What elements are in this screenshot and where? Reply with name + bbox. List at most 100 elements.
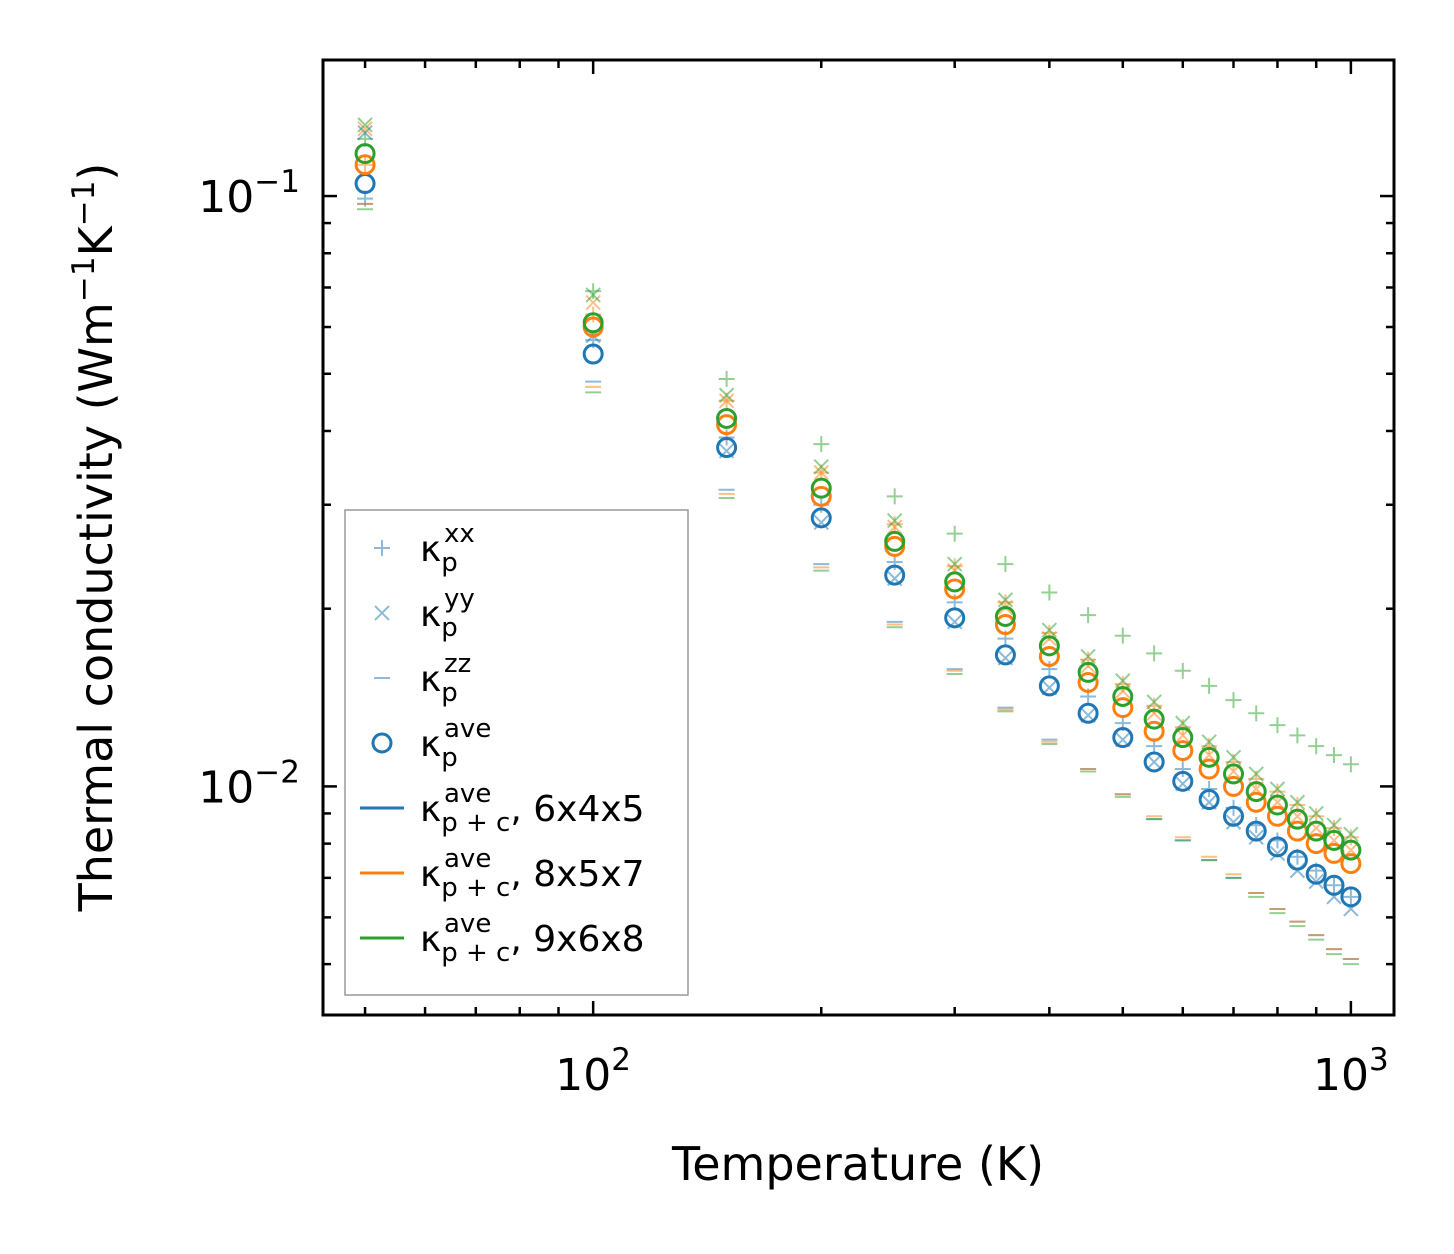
y-tick-labels: 10−1 10−2 [198, 164, 300, 813]
kappa-ave-marker [1143, 708, 1165, 730]
kappa-xx-marker [1201, 780, 1218, 797]
kappa-ave-marker [1245, 820, 1267, 842]
legend-label: κp + c, 8x5x7 [420, 854, 645, 903]
kappa-ave-marker [354, 143, 376, 165]
kappa-xx-marker [1326, 820, 1343, 837]
legend-circle-marker [371, 732, 393, 754]
legend-label-sup: zz [444, 649, 471, 679]
plot-frame [321, 58, 1396, 1017]
kappa-ave-marker [944, 578, 966, 600]
kappa-ave-marker [810, 507, 832, 529]
kappa-yy-marker [1115, 673, 1131, 689]
kappa-ave-marker [1340, 839, 1362, 861]
legend-label: κp + c, 6x4x5 [420, 789, 645, 838]
data-markers [354, 117, 1362, 966]
kappa-ave-marker [994, 644, 1016, 666]
kappa-ave-marker [810, 485, 832, 507]
legend-x-marker [374, 605, 390, 621]
legend-label: κp + c, 9x6x8 [420, 919, 645, 968]
kappa-xx-marker [1289, 727, 1306, 744]
y-axis-label-main: Thermal conductivity (Wm [69, 302, 123, 912]
kappa-ave-marker [354, 154, 376, 176]
kappa-yy-marker [1041, 622, 1058, 638]
x-tick-label: 102 [555, 1042, 631, 1101]
kappa-xx-marker [946, 525, 963, 542]
kappa-yy-marker [1080, 648, 1096, 665]
legend-label-sup: yy [444, 584, 475, 614]
kappa-ave-marker [1198, 746, 1220, 768]
kappa-ave-marker [810, 477, 832, 499]
kappa-ave-marker [1266, 805, 1288, 827]
kappa-ave-marker [1112, 727, 1134, 749]
kappa-yy-marker [886, 519, 903, 535]
kappa-yy-marker [718, 387, 735, 403]
kappa-xx-marker [357, 156, 374, 173]
kappa-yy-marker [1308, 805, 1324, 822]
kappa-ave-marker [1340, 886, 1362, 908]
kappa-ave-marker [1172, 740, 1194, 762]
kappa-xx-marker [1080, 607, 1097, 624]
kappa-ave-marker [944, 571, 966, 593]
kappa-yy-marker [813, 458, 829, 475]
kappa-xx-marker [1201, 677, 1218, 694]
kappa-ave-marker [1143, 720, 1165, 742]
kappa-ave-marker [884, 564, 906, 586]
kappa-ave-marker [1286, 849, 1308, 871]
kappa-xx-marker [1326, 747, 1343, 764]
kappa-xx-marker [1248, 705, 1265, 722]
kappa-yy-marker [886, 512, 903, 529]
kappa-ave-marker [1038, 645, 1060, 667]
kappa-ave-marker [1077, 702, 1099, 724]
y-axis-label-sup1: −1 [66, 256, 102, 302]
kappa-ave-marker [1323, 874, 1345, 896]
kappa-ave-marker [1077, 661, 1099, 683]
y-axis-label-mid: K [69, 224, 123, 256]
kappa-ave-marker [1245, 781, 1267, 803]
kappa-xx-marker [1326, 877, 1343, 894]
kappa-yy-marker [1343, 826, 1359, 842]
y-axis-label-end: ) [69, 163, 123, 181]
kappa-ave-marker [1305, 820, 1327, 842]
kappa-yy-marker [1308, 873, 1324, 890]
kappa-ave-marker [716, 414, 738, 436]
kappa-yy-marker [1269, 845, 1286, 862]
kappa-yy-marker [1201, 734, 1217, 750]
kappa-yy-marker [718, 393, 735, 409]
kappa-yy-marker [997, 592, 1014, 608]
kappa-xx-marker [1342, 756, 1359, 773]
kappa-yy-marker [357, 117, 373, 133]
kappa-ave-marker [884, 530, 906, 552]
kappa-ave-marker [1198, 789, 1220, 811]
kappa-yy-marker [1326, 817, 1342, 833]
kappa-ave-marker [716, 437, 738, 459]
legend-frame [344, 509, 689, 996]
kappa-yy-marker [1269, 781, 1286, 797]
legend-label: κp [420, 724, 458, 773]
kappa-yy-marker [1248, 766, 1264, 782]
kappa-ave-marker [1077, 671, 1099, 693]
kappa-ave-marker [1198, 758, 1220, 780]
legend-label: κp [420, 659, 458, 708]
kappa-xx-marker [1146, 645, 1163, 662]
y-axis-label: Thermal conductivity (Wm−1K−1) [66, 163, 123, 913]
kappa-xx-marker [886, 488, 903, 505]
kappa-xx-marker [1174, 761, 1191, 778]
x-tick-labels: 102 103 [555, 1042, 1388, 1101]
kappa-ave-marker [1038, 675, 1060, 697]
kappa-yy-marker [1225, 749, 1242, 766]
kappa-ave-marker [354, 173, 376, 195]
kappa-xx-marker [718, 370, 735, 387]
kappa-ave-marker [1266, 836, 1288, 858]
legend-label-sup: xx [444, 519, 475, 549]
y-tick-label: 10−2 [198, 754, 300, 813]
kappa-yy-marker [1225, 814, 1242, 830]
kappa-xx-marker [1114, 627, 1131, 644]
kappa-yy-marker [357, 121, 373, 137]
y-tick-label: 10−1 [198, 164, 300, 223]
